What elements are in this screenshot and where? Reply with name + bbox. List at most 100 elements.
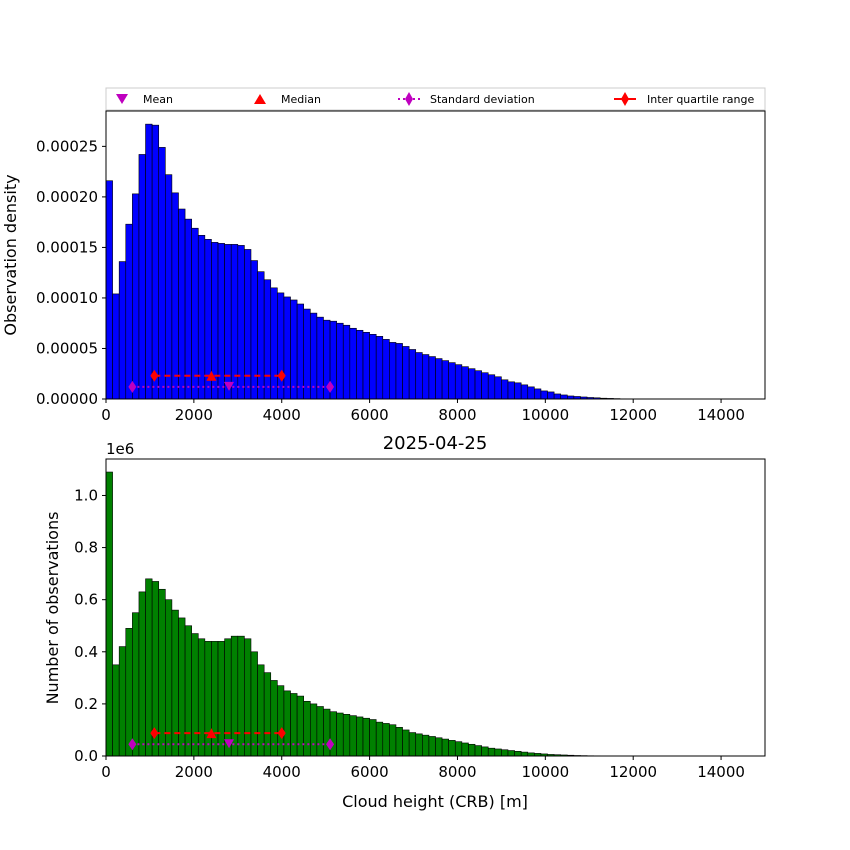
density-bar bbox=[481, 372, 489, 400]
density-bars bbox=[105, 123, 641, 400]
density-bar bbox=[138, 154, 146, 400]
count-bar bbox=[441, 738, 449, 757]
count-bar bbox=[468, 743, 476, 757]
iqr-diamond-icon bbox=[621, 92, 629, 106]
count-bar bbox=[435, 737, 443, 757]
count-bar bbox=[474, 745, 482, 757]
count-axes-frame bbox=[105, 458, 766, 757]
count-bar bbox=[520, 751, 529, 757]
count-x-tick-label: 6000 bbox=[351, 763, 389, 781]
count-bar bbox=[283, 690, 291, 757]
density-bar bbox=[283, 296, 291, 400]
count-bar bbox=[184, 625, 192, 757]
density-bar bbox=[171, 192, 179, 400]
density-bar bbox=[197, 234, 206, 400]
count-bar bbox=[118, 646, 127, 757]
count-bar bbox=[336, 712, 344, 757]
density-bar bbox=[494, 376, 502, 400]
density-bar bbox=[534, 388, 542, 400]
legend-entry-iqr: Inter quartile range bbox=[614, 92, 754, 106]
density-bar bbox=[105, 180, 113, 400]
count-bar bbox=[402, 729, 410, 757]
count-x-tick-label: 10000 bbox=[521, 763, 569, 781]
median-marker-icon bbox=[254, 94, 266, 104]
density-y-tick-label: 0.00010 bbox=[36, 289, 98, 307]
density-bar bbox=[375, 336, 384, 400]
density-bar bbox=[342, 324, 351, 400]
density-axes-frame bbox=[105, 110, 766, 400]
count-bar bbox=[309, 703, 318, 757]
density-std-marker bbox=[326, 380, 335, 393]
count-bar bbox=[395, 727, 403, 757]
mean-marker-icon bbox=[116, 94, 128, 104]
density-bar bbox=[487, 374, 496, 400]
density-bar bbox=[178, 208, 186, 400]
count-bars bbox=[105, 471, 627, 757]
density-bar bbox=[118, 261, 127, 400]
density-bar bbox=[145, 123, 153, 400]
count-bar bbox=[296, 695, 304, 757]
density-median-marker bbox=[206, 370, 217, 381]
count-bar bbox=[244, 638, 252, 757]
density-bar bbox=[501, 379, 509, 400]
count-bar bbox=[428, 736, 436, 757]
density-bar bbox=[547, 391, 555, 400]
count-bar bbox=[323, 708, 331, 757]
count-iqr-marker bbox=[150, 727, 159, 740]
density-bar bbox=[553, 393, 562, 400]
density-histogram-panel: 0 2000 4000 6000 8000 10000 12000 14000 0.00000… bbox=[1, 110, 766, 424]
density-x-tick-label: 2000 bbox=[175, 406, 213, 424]
density-bar bbox=[151, 124, 160, 400]
density-bar bbox=[428, 356, 436, 400]
count-bar bbox=[250, 651, 258, 757]
density-y-tick-label: 0.00015 bbox=[36, 238, 98, 256]
count-bar bbox=[375, 721, 384, 757]
density-x-tick-label: 0 bbox=[101, 406, 111, 424]
count-bar bbox=[507, 750, 515, 757]
count-median-marker bbox=[206, 728, 217, 739]
count-bar bbox=[356, 716, 364, 757]
count-bar bbox=[290, 693, 298, 757]
count-bar bbox=[191, 633, 199, 757]
density-bar bbox=[395, 343, 403, 400]
count-y-offset-label: 1e6 bbox=[106, 440, 134, 458]
count-bar bbox=[408, 732, 417, 757]
count-y-tick-label: 0.6 bbox=[74, 591, 98, 609]
density-bar bbox=[474, 370, 482, 400]
density-bar bbox=[250, 260, 258, 400]
density-iqr-marker bbox=[150, 369, 159, 382]
density-bar bbox=[125, 223, 133, 400]
count-y-tick-label: 1.0 bbox=[74, 486, 98, 504]
density-bar bbox=[362, 332, 370, 400]
count-bar bbox=[277, 685, 285, 757]
density-bar bbox=[184, 218, 192, 400]
density-bar bbox=[389, 342, 397, 400]
count-bar bbox=[257, 664, 265, 757]
count-bar bbox=[138, 591, 146, 757]
density-bar bbox=[349, 327, 357, 400]
count-bar bbox=[329, 711, 337, 757]
count-bar bbox=[342, 714, 351, 757]
density-y-tick-label: 0.00005 bbox=[36, 339, 98, 357]
density-bar bbox=[435, 358, 443, 400]
count-bar bbox=[237, 635, 245, 757]
density-y-tick-label: 0.00000 bbox=[36, 390, 98, 408]
density-bar bbox=[336, 322, 344, 400]
density-bar bbox=[540, 390, 548, 400]
density-bar bbox=[468, 368, 476, 400]
count-bar bbox=[461, 742, 469, 757]
count-bar bbox=[112, 664, 120, 757]
count-bar bbox=[145, 578, 153, 757]
density-x-tick-label: 8000 bbox=[438, 406, 476, 424]
count-y-ticks: 0.0 0.2 0.4 0.6 0.8 1.0 bbox=[74, 486, 106, 765]
count-x-tick-label: 0 bbox=[101, 763, 111, 781]
density-bar bbox=[422, 354, 430, 400]
density-bar bbox=[382, 339, 390, 400]
density-stats bbox=[128, 369, 335, 393]
legend-label-iqr: Inter quartile range bbox=[647, 93, 754, 106]
legend-entry-std: Standard deviation bbox=[398, 92, 535, 106]
count-chart-title: 2025-04-25 bbox=[383, 433, 488, 454]
count-y-tick-label: 0.8 bbox=[74, 539, 98, 557]
density-iqr-marker bbox=[277, 369, 286, 382]
count-bar bbox=[422, 734, 430, 757]
